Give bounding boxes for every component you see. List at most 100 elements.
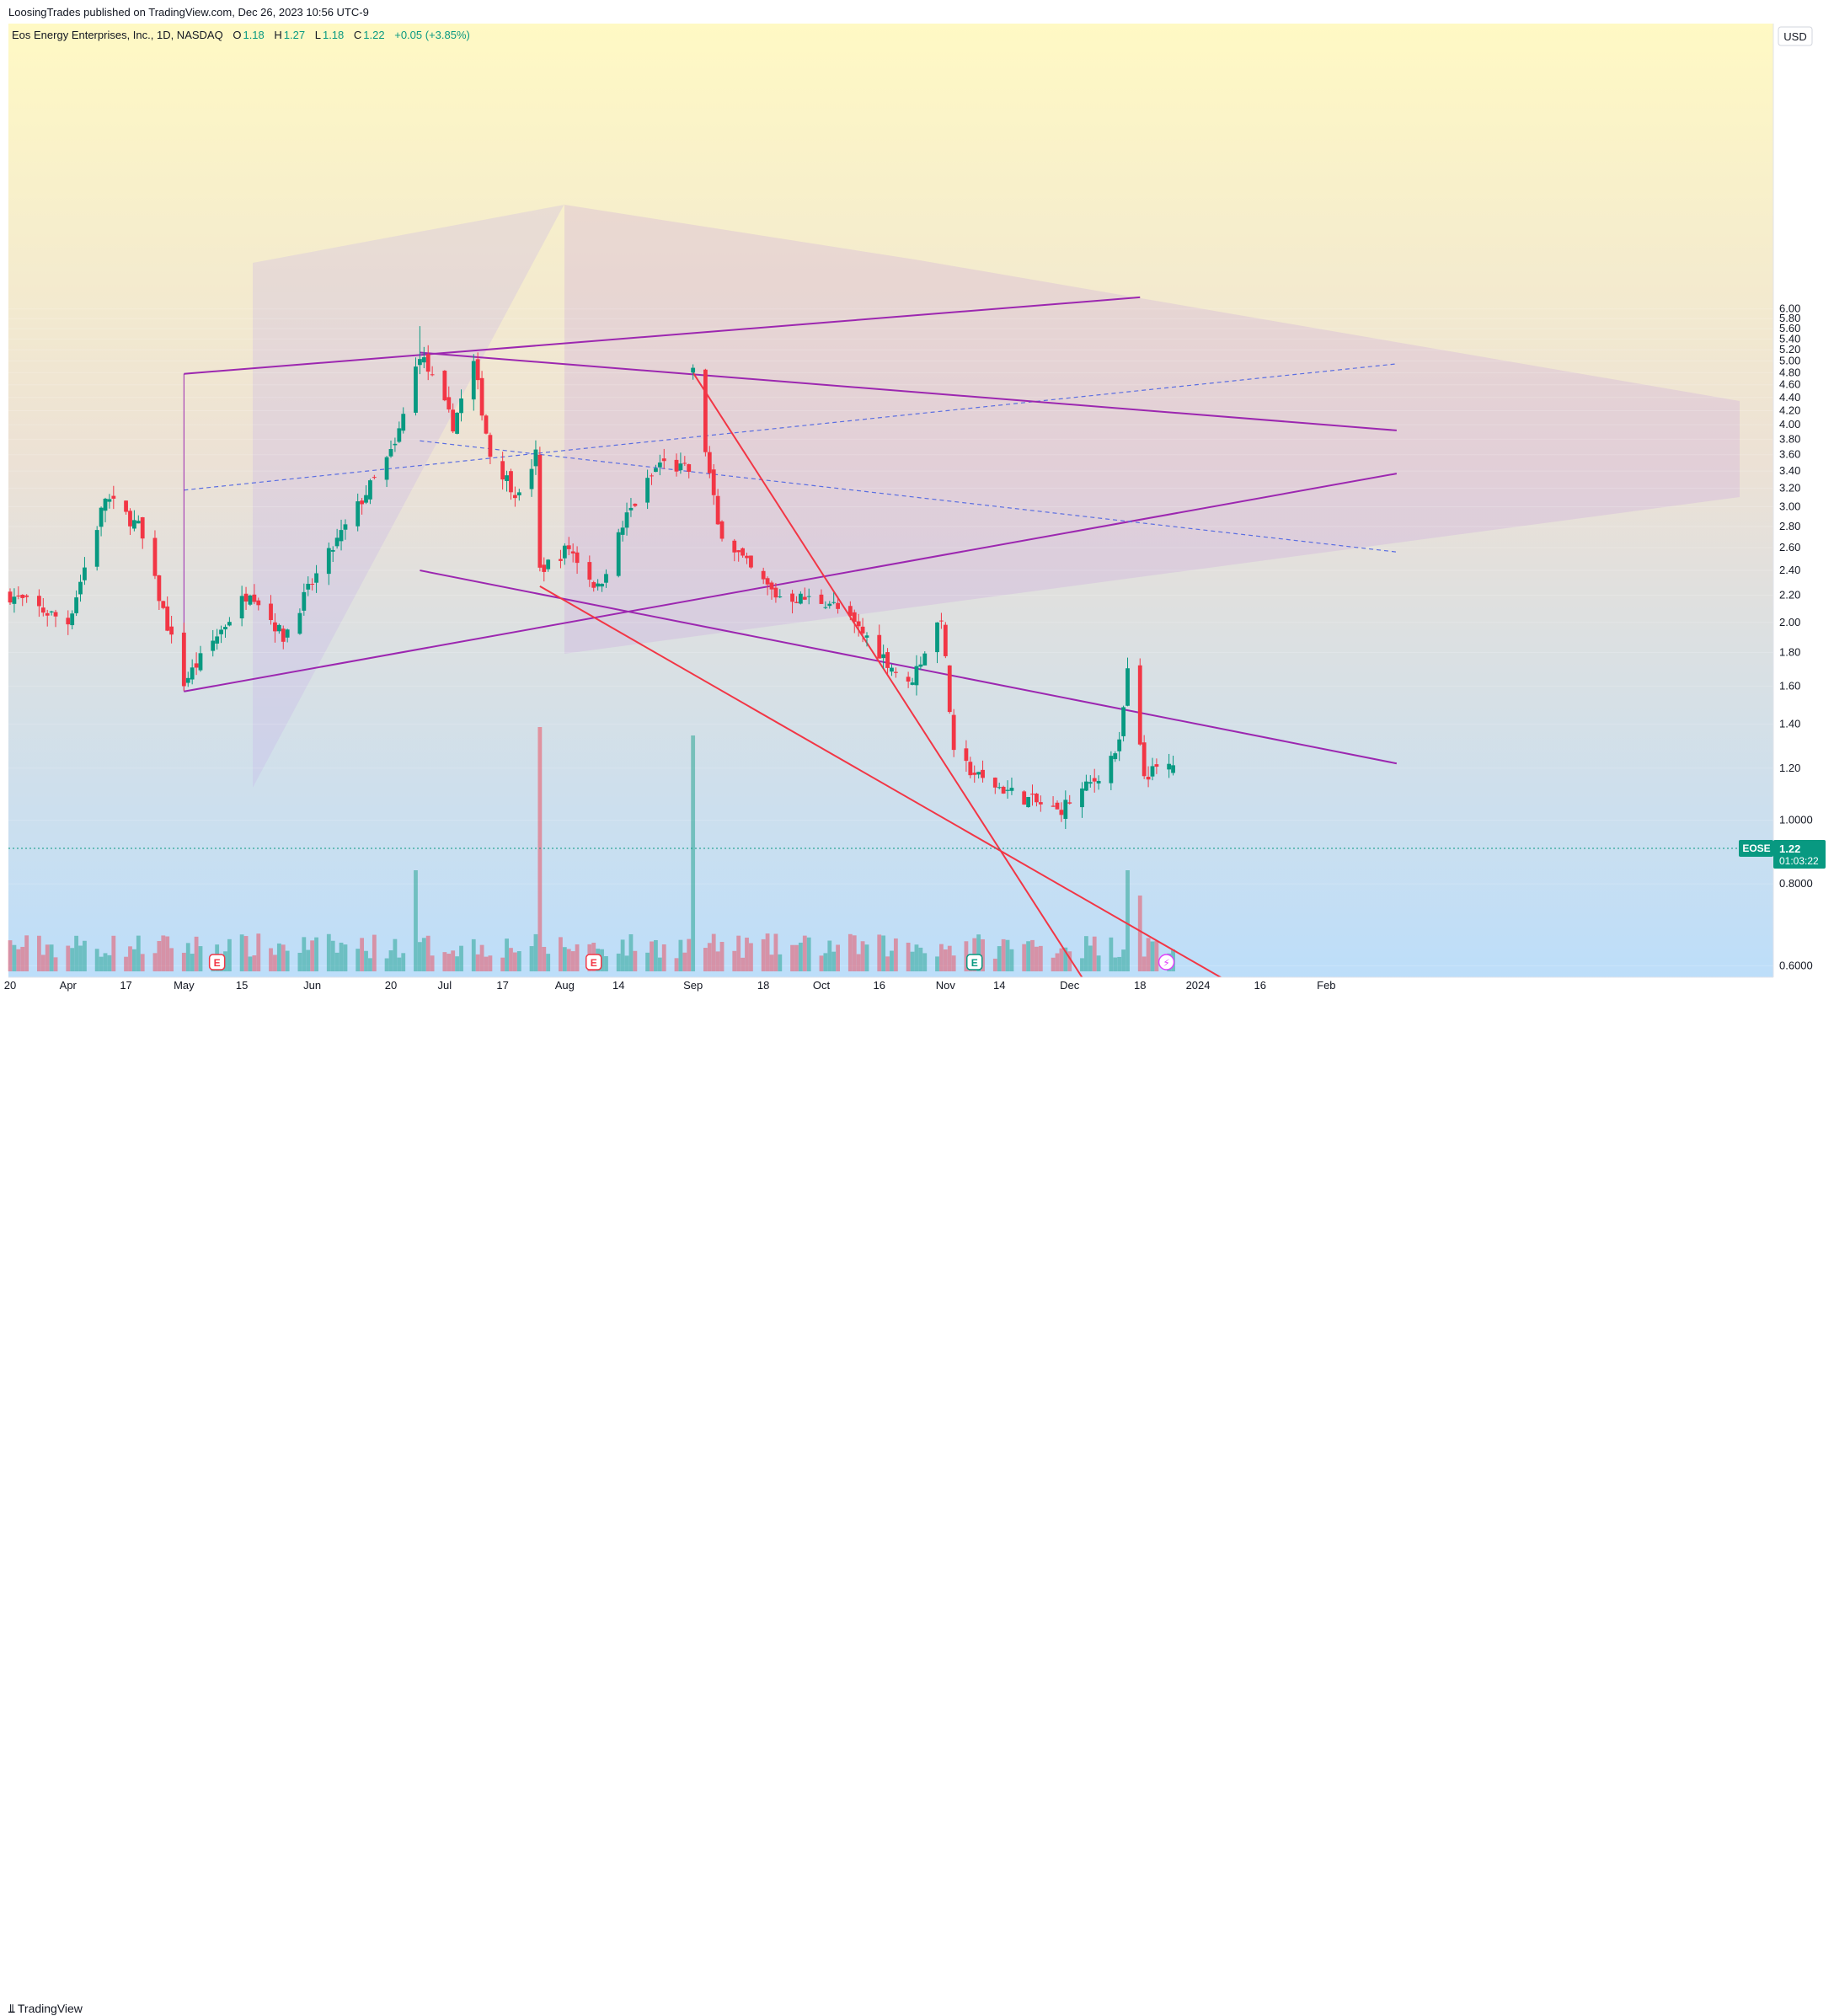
- volume-bar: [107, 955, 112, 971]
- candle-body: [819, 594, 824, 604]
- candle-body: [906, 676, 911, 682]
- candle-body: [823, 607, 828, 608]
- candle-body: [310, 584, 315, 586]
- candle-body: [314, 573, 318, 583]
- candle-body: [223, 627, 227, 630]
- candle-body: [951, 714, 956, 751]
- volume-bar: [1009, 949, 1014, 971]
- time-tick-label: Aug: [555, 979, 575, 992]
- volume-bar: [198, 946, 203, 971]
- candle-body: [537, 454, 543, 568]
- candle-body: [20, 595, 25, 598]
- candle-body: [471, 361, 476, 400]
- price-chart[interactable]: E E E ⚡ 6.005.805.605.405.205.004.804.604.4…: [0, 0, 1834, 1025]
- candle-body: [36, 596, 41, 607]
- candle-body: [773, 587, 778, 598]
- volume-bar: [1154, 940, 1159, 971]
- volume-bar: [285, 950, 290, 971]
- candle-body: [1150, 766, 1155, 777]
- volume-bar: [1005, 939, 1010, 971]
- candle-body: [256, 600, 261, 606]
- volume-bar: [981, 938, 985, 971]
- volume-bar: [360, 938, 365, 971]
- volume-bar: [124, 956, 128, 971]
- volume-bar: [633, 950, 638, 971]
- candle-body: [674, 459, 679, 472]
- volume-bar: [356, 949, 361, 971]
- volume-bar: [302, 937, 307, 971]
- candle-body: [185, 677, 190, 683]
- price-tick-label: 3.20: [1779, 482, 1800, 495]
- pitchfork-1-lower: [184, 473, 1398, 692]
- candle-body: [964, 748, 969, 762]
- currency-box[interactable]: [1778, 26, 1813, 46]
- candle-body: [893, 671, 898, 673]
- volume-bar: [99, 956, 104, 971]
- volume-bar: [719, 942, 725, 971]
- price-tick-label: 1.60: [1779, 679, 1800, 692]
- candle-body: [53, 612, 58, 617]
- volume-bar: [628, 933, 634, 971]
- candle-body: [654, 468, 658, 473]
- volume-bar: [1035, 946, 1039, 971]
- candle-body: [269, 603, 273, 621]
- volume-bar: [529, 946, 534, 971]
- earnings-marker: [965, 954, 983, 971]
- candle-body: [703, 369, 708, 452]
- candle-body: [1022, 791, 1027, 805]
- candle-body: [591, 582, 596, 588]
- time-tick-label: Sep: [683, 979, 703, 992]
- volume-bar: [53, 957, 58, 971]
- volume-bar: [1083, 936, 1088, 971]
- candle-body: [326, 548, 331, 575]
- volume-bar: [741, 957, 746, 971]
- dividend-marker: [1158, 954, 1175, 971]
- volume-bar: [654, 939, 658, 971]
- candle-body: [1142, 742, 1147, 777]
- candle-body: [852, 612, 857, 623]
- candle-body: [364, 495, 368, 503]
- volume-bar: [559, 937, 563, 971]
- volume-bar: [78, 945, 83, 971]
- tradingview-logo[interactable]: ⫫ TradingView: [8, 2002, 83, 2016]
- price-tick-label: 2.60: [1779, 541, 1800, 553]
- volume-bar: [488, 955, 493, 971]
- volume-bar: [1117, 956, 1122, 971]
- volume-bar: [388, 950, 393, 971]
- candle-body: [131, 520, 136, 529]
- volume-bar: [512, 952, 517, 971]
- price-tick-label: 1.20: [1779, 762, 1800, 774]
- time-tick-label: 20: [385, 979, 397, 992]
- volume-bar: [645, 952, 650, 971]
- volume-bar: [546, 954, 551, 971]
- candle-body: [587, 562, 592, 580]
- volume-bar: [157, 940, 162, 971]
- volume-bar: [935, 956, 939, 971]
- volume-bar: [687, 938, 692, 971]
- price-tick-label: 2.80: [1779, 520, 1800, 532]
- candle-body: [24, 595, 29, 597]
- candle-body: [1088, 782, 1093, 784]
- legend-change: +0.05 (+3.85%): [394, 29, 470, 41]
- volume-bar: [1096, 955, 1101, 971]
- time-tick-label: 14: [612, 979, 624, 992]
- pitchfork-2-fill: [564, 205, 1740, 654]
- symbol-legend[interactable]: Eos Energy Enterprises, Inc., 1D, NASDAQ…: [12, 29, 470, 41]
- volume-bar: [276, 943, 281, 971]
- candle-body: [12, 596, 17, 604]
- candle-body: [1096, 780, 1101, 783]
- tradingview-brand: TradingView: [17, 2002, 83, 2015]
- candle-body: [562, 545, 567, 559]
- volume-bar: [537, 727, 543, 971]
- volume-bar: [1055, 953, 1060, 971]
- volume-bar: [819, 955, 824, 971]
- volume-bar: [269, 948, 273, 971]
- candle-body: [446, 397, 452, 409]
- candle-body: [211, 640, 216, 651]
- volume-bar: [414, 870, 418, 971]
- time-axis[interactable]: 20 Apr 17 May 15 Jun 20 Jul 17 Aug 14 Sep 18 Oct 16 Nov…: [4, 979, 1336, 992]
- volume-bar: [1038, 945, 1043, 971]
- volume-bar: [484, 956, 489, 971]
- price-axis[interactable]: 6.005.805.605.405.205.004.804.604.404.20…: [1779, 302, 1813, 972]
- candle-body: [330, 549, 335, 552]
